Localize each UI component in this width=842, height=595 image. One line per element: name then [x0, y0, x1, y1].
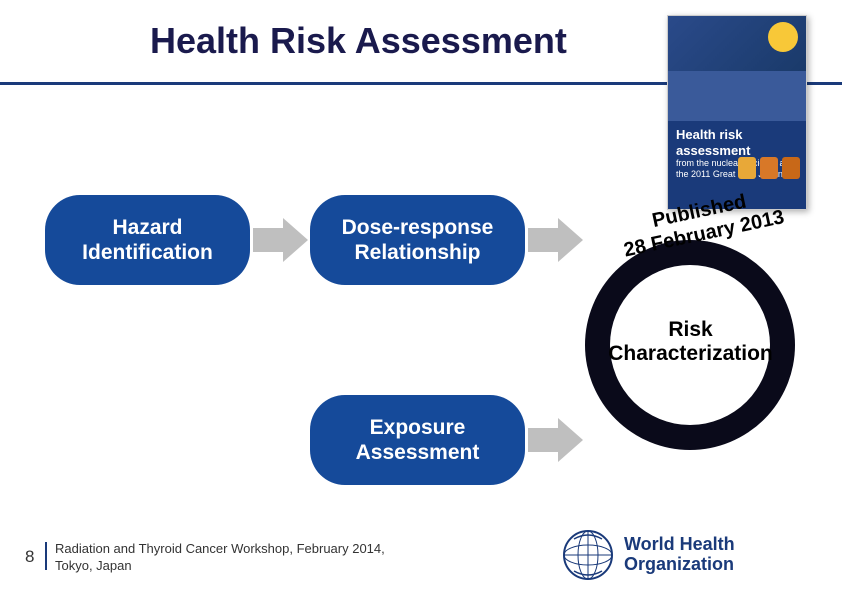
who-name: World Health Organization	[624, 535, 735, 575]
node-label: Risk Characterization	[588, 318, 793, 366]
cover-icons	[738, 157, 800, 179]
node-dose-response: Dose-response Relationship	[310, 195, 525, 285]
radiation-icon	[768, 22, 798, 52]
arrow-dose-to-risk	[528, 218, 583, 262]
arrow-exposure-to-risk	[528, 418, 583, 462]
footer-line2: Tokyo, Japan	[55, 558, 385, 575]
cover-icon	[782, 157, 800, 179]
cover-icon	[760, 157, 778, 179]
cover-heading: Health risk assessment	[676, 127, 798, 158]
node-label: Dose-response Relationship	[342, 215, 494, 265]
node-label: Hazard Identification	[82, 215, 213, 265]
footer-text: Radiation and Thyroid Cancer Workshop, F…	[55, 541, 385, 575]
cover-icon	[738, 157, 756, 179]
who-logo-icon	[562, 529, 614, 581]
who-logo-block: World Health Organization	[562, 525, 822, 585]
node-hazard-identification: Hazard Identification	[45, 195, 250, 285]
arrow-hazard-to-dose	[253, 218, 308, 262]
footer-line1: Radiation and Thyroid Cancer Workshop, F…	[55, 541, 385, 558]
node-label: Exposure Assessment	[356, 415, 480, 465]
slide-title: Health Risk Assessment	[150, 20, 567, 62]
node-exposure-assessment: Exposure Assessment	[310, 395, 525, 485]
page-number: 8	[25, 547, 34, 567]
cover-top	[668, 16, 806, 71]
publication-cover: Health risk assessment from the nuclear …	[667, 15, 807, 210]
footer-divider	[45, 542, 47, 570]
slide: Health Risk Assessment Health risk asses…	[0, 0, 842, 595]
cover-map	[668, 71, 806, 121]
